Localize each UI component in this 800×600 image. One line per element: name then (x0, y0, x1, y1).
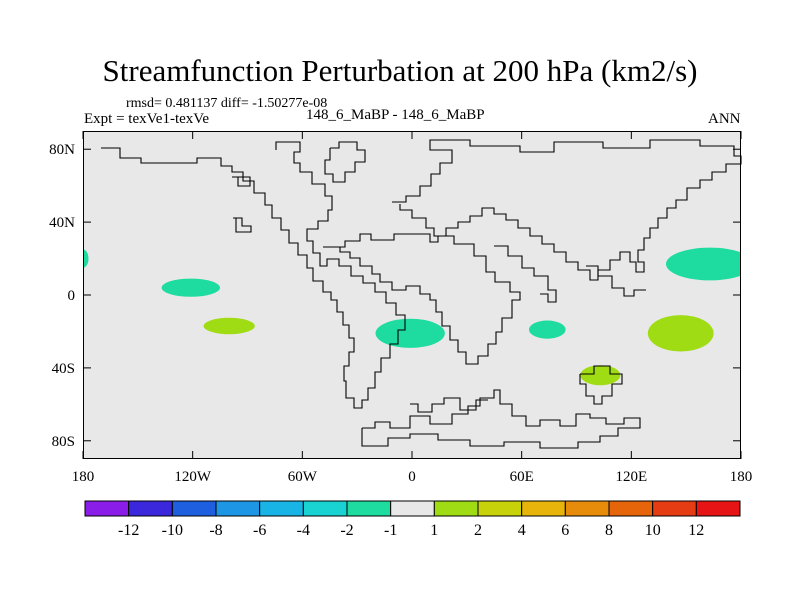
coastline-eurasia (392, 139, 742, 281)
coastline-central-america (233, 217, 252, 233)
y-tick-label: 40N (49, 215, 75, 231)
colorbar-label: 4 (518, 522, 526, 539)
colorbar-swatch (564, 500, 610, 517)
x-tick-label: 0 (408, 469, 416, 485)
x-tick-label: 60E (510, 469, 534, 485)
colorbar-swatch (128, 500, 173, 517)
cases-label: 148_6_MaBP - 148_6_MaBP (306, 107, 485, 123)
y-tick-label: 80S (52, 434, 75, 450)
x-tick-label: 120E (615, 469, 647, 485)
colorbar-swatch (215, 500, 261, 517)
y-tick-label: 40S (52, 361, 75, 377)
colorbar-swatch (695, 500, 741, 517)
coastline-australia (579, 365, 623, 405)
anomaly-blob (375, 318, 445, 348)
experiment-label: Expt = texVe1-texVe (84, 111, 210, 127)
stats-label: rmsd= 0.481137 diff= -1.50277e-08 (126, 96, 328, 111)
anomaly-blob (666, 247, 741, 281)
anomaly-blob (647, 315, 714, 352)
x-tick-label: 180 (730, 469, 753, 485)
colorbar-swatch (477, 500, 523, 517)
coastline-americas (101, 141, 406, 409)
colorbar-label: 6 (561, 522, 569, 539)
coastline-africa (323, 233, 521, 365)
colorbar-label: -2 (340, 522, 353, 539)
colorbar-swatch (302, 500, 348, 517)
colorbar-swatch (608, 500, 654, 517)
colorbar-swatch (521, 500, 566, 517)
coastline-southeast-asia (586, 265, 646, 297)
colorbar-label: 12 (688, 522, 704, 539)
y-tick-label: 0 (68, 288, 76, 304)
coastline-outlines (101, 139, 742, 449)
colorbar-label: -1 (384, 522, 397, 539)
anomaly-blob (529, 320, 566, 339)
colorbar-label: 8 (605, 522, 613, 539)
anomaly-blob (203, 317, 255, 335)
x-tick-label: 180 (72, 469, 95, 485)
anomaly-blob (580, 365, 621, 386)
y-tick-label: 80N (49, 142, 75, 158)
colorbar-swatch (84, 500, 130, 517)
colorbar-label: -8 (209, 522, 222, 539)
colorbar-label: 2 (474, 522, 482, 539)
coastline-arctic-islands (232, 176, 251, 187)
colorbar-label: 1 (430, 522, 438, 539)
colorbar-label: 10 (645, 522, 661, 539)
axes-layer: 180 120W 60W 0 60E 120E 180 80N 40N 0 40S 80S (49, 131, 752, 485)
x-tick-label: 120W (174, 469, 212, 485)
x-tick-label: 60W (288, 469, 318, 485)
coastline-arabia-india (494, 245, 557, 303)
colorbar-label: -12 (118, 522, 139, 539)
colorbar-swatch (390, 500, 435, 517)
colorbar-swatch (652, 500, 697, 517)
anomaly-layer (83, 247, 741, 386)
colorbar-swatch (433, 500, 479, 517)
coastline-subantarctic-shelf (410, 397, 488, 413)
coastline-antarctica (361, 389, 641, 449)
chart-title: Streamfunction Perturbation at 200 hPa (… (102, 53, 698, 88)
colorbar-label: -6 (253, 522, 266, 539)
season-label: ANN (708, 111, 741, 127)
colorbar-label: -10 (162, 522, 183, 539)
colorbar-swatch (346, 500, 392, 517)
anomaly-blob (161, 278, 220, 297)
colorbar-swatch (259, 500, 304, 517)
coastline-greenland (324, 141, 366, 183)
colorbar-swatch (171, 500, 217, 517)
colorbar-label: -4 (297, 522, 310, 539)
anomaly-blob (83, 249, 89, 268)
colorbar: -12 -10 -8 -6 -4 -2 -1 1 2 4 6 8 10 12 (84, 500, 741, 539)
